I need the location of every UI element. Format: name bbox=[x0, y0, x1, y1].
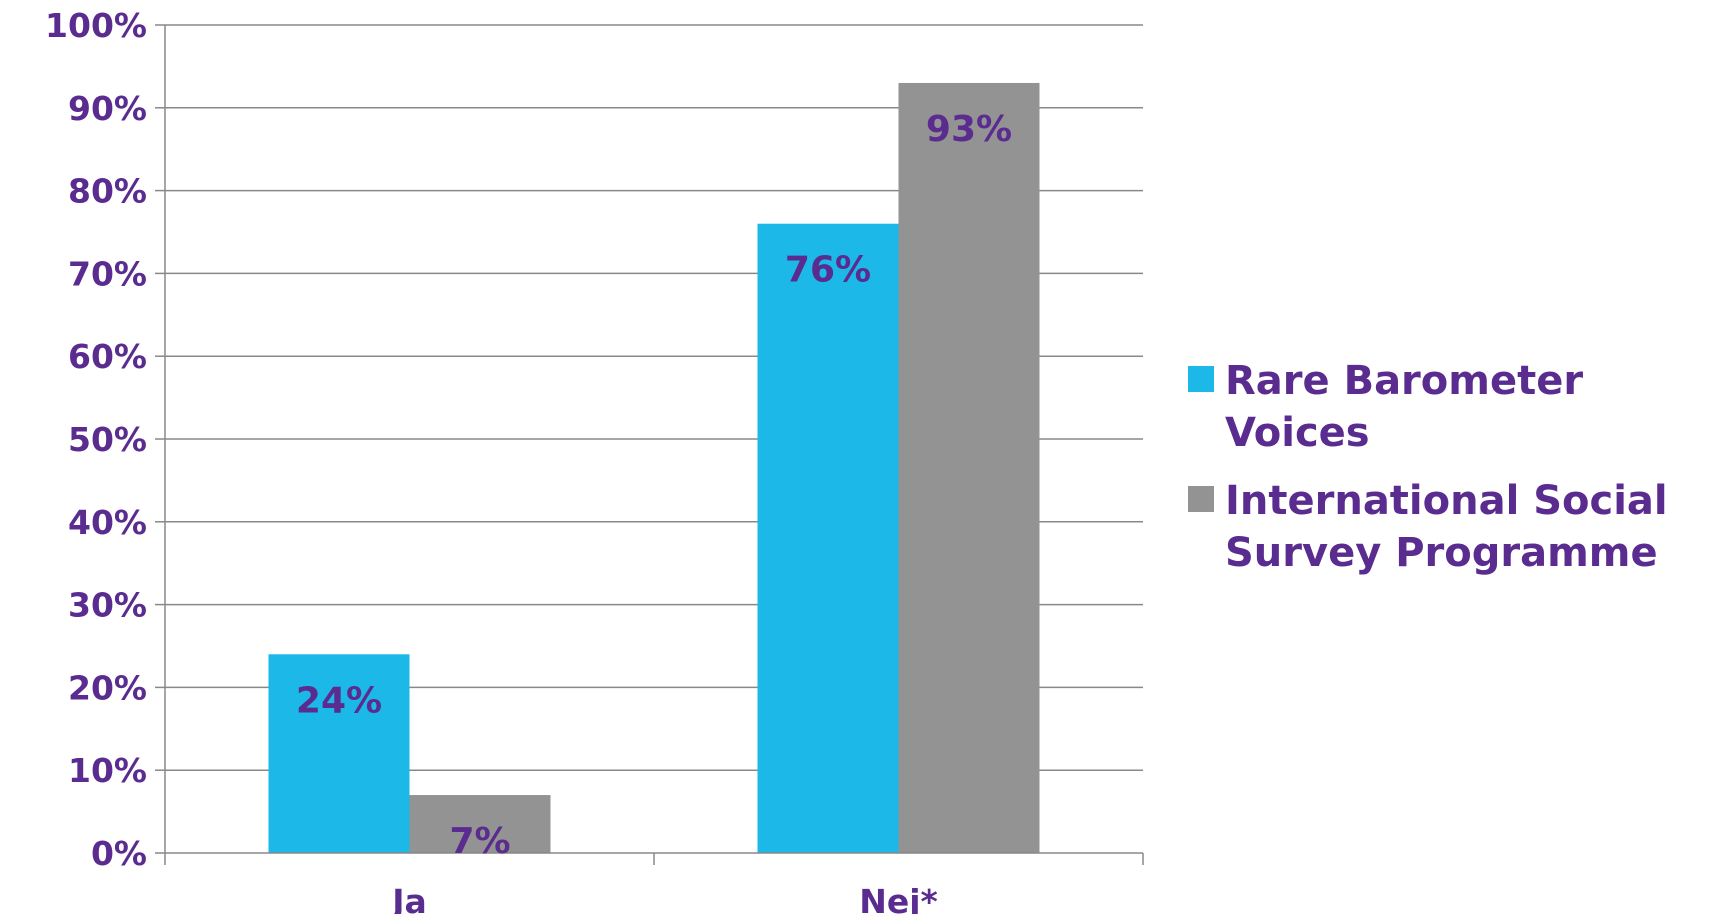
legend-label: International Social bbox=[1225, 478, 1668, 524]
legend-swatch bbox=[1188, 366, 1214, 392]
y-tick-label: 20% bbox=[68, 668, 147, 707]
y-tick-label: 70% bbox=[68, 254, 147, 293]
x-category-label: Nej* bbox=[859, 882, 938, 914]
data-label: 93% bbox=[926, 109, 1012, 150]
legend-label: Rare Barometer bbox=[1225, 358, 1583, 404]
axes bbox=[155, 24, 1144, 865]
legend: Rare Barometer Voices International Social… bbox=[1188, 358, 1668, 576]
y-tick-label: 100% bbox=[45, 6, 147, 45]
y-tick-label: 60% bbox=[68, 337, 147, 376]
y-tick-labels: 0% 10% 20% 30% 40% 50% 60% 70% 80% 90% 100% bbox=[45, 6, 147, 873]
legend-swatch bbox=[1188, 486, 1214, 512]
bar bbox=[409, 795, 551, 853]
legend-label: Voices bbox=[1225, 410, 1370, 456]
y-tick-label: 80% bbox=[68, 172, 147, 211]
y-tick-label: 40% bbox=[68, 503, 147, 542]
bars bbox=[268, 82, 1040, 854]
data-label: 24% bbox=[296, 680, 382, 721]
bar bbox=[268, 654, 410, 853]
bar bbox=[898, 82, 1040, 853]
data-labels: 24% 7% 76% 93% bbox=[296, 109, 1012, 862]
x-category-labels: Ja Nej* bbox=[390, 882, 938, 914]
data-label: 7% bbox=[449, 821, 510, 862]
y-tick-label: 30% bbox=[68, 586, 147, 625]
y-tick-label: 10% bbox=[68, 751, 147, 790]
y-tick-label: 0% bbox=[91, 834, 147, 873]
x-category-label: Ja bbox=[390, 882, 427, 914]
y-tick-label: 50% bbox=[68, 420, 147, 459]
legend-label: Survey Programme bbox=[1225, 530, 1658, 576]
y-tick-label: 90% bbox=[68, 89, 147, 128]
data-label: 76% bbox=[785, 250, 871, 291]
bar bbox=[757, 223, 899, 854]
